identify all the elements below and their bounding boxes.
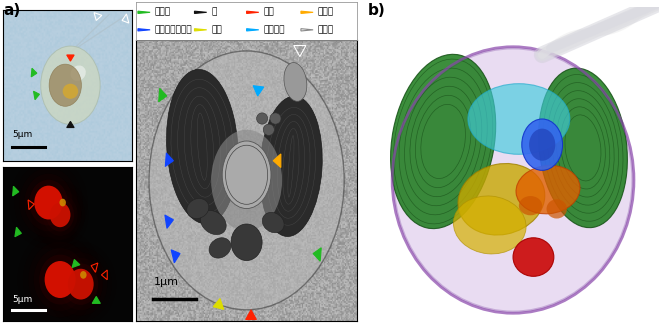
Polygon shape (67, 55, 74, 61)
Ellipse shape (34, 186, 63, 219)
Ellipse shape (44, 261, 75, 298)
Polygon shape (67, 121, 74, 127)
Ellipse shape (270, 113, 281, 124)
Ellipse shape (28, 242, 92, 317)
Ellipse shape (516, 166, 580, 214)
Polygon shape (246, 310, 256, 319)
Ellipse shape (71, 66, 86, 81)
Ellipse shape (64, 263, 98, 305)
Polygon shape (246, 11, 259, 14)
Ellipse shape (42, 194, 77, 236)
Ellipse shape (262, 213, 284, 233)
Ellipse shape (538, 68, 628, 228)
Polygon shape (213, 299, 224, 309)
Polygon shape (159, 88, 167, 102)
Ellipse shape (54, 253, 107, 316)
Ellipse shape (211, 130, 282, 231)
Ellipse shape (453, 196, 526, 254)
Ellipse shape (46, 198, 74, 231)
Ellipse shape (60, 199, 66, 207)
Ellipse shape (547, 199, 567, 218)
Ellipse shape (231, 224, 262, 260)
Polygon shape (34, 91, 40, 100)
Ellipse shape (149, 51, 344, 310)
Text: b): b) (367, 3, 385, 18)
Ellipse shape (187, 199, 209, 218)
Polygon shape (195, 11, 207, 14)
Text: 脂質: 脂質 (263, 8, 274, 17)
Polygon shape (195, 29, 207, 31)
Ellipse shape (263, 124, 274, 135)
Polygon shape (246, 29, 259, 31)
Ellipse shape (39, 255, 81, 305)
Ellipse shape (394, 48, 632, 312)
Ellipse shape (41, 46, 100, 124)
Ellipse shape (19, 168, 77, 237)
Text: 核: 核 (211, 8, 216, 17)
Ellipse shape (24, 174, 73, 231)
Ellipse shape (29, 180, 68, 225)
Ellipse shape (391, 54, 496, 229)
Ellipse shape (49, 64, 81, 106)
Ellipse shape (513, 238, 554, 276)
Text: 5μm: 5μm (13, 295, 32, 304)
Text: べん毛: べん毛 (318, 25, 334, 34)
Text: 1μm: 1μm (154, 277, 179, 287)
Ellipse shape (529, 129, 555, 161)
Polygon shape (301, 11, 313, 14)
Ellipse shape (284, 63, 307, 101)
Polygon shape (273, 154, 281, 167)
Text: 5μm: 5μm (13, 130, 32, 139)
Polygon shape (72, 260, 80, 267)
Ellipse shape (63, 84, 78, 99)
Polygon shape (15, 227, 21, 237)
Text: ゴルジ体: ゴルジ体 (263, 25, 285, 34)
Ellipse shape (458, 164, 545, 235)
Text: 葉緑体: 葉緑体 (154, 8, 171, 17)
Ellipse shape (167, 70, 238, 224)
Text: ミトコンドリア: ミトコンドリア (154, 25, 192, 34)
Ellipse shape (222, 141, 271, 209)
Text: 小胞体: 小胞体 (318, 8, 334, 17)
Ellipse shape (201, 211, 226, 235)
Ellipse shape (522, 119, 563, 170)
Ellipse shape (519, 196, 542, 215)
Polygon shape (138, 11, 150, 14)
Polygon shape (166, 153, 173, 166)
Ellipse shape (68, 269, 94, 300)
Ellipse shape (39, 190, 81, 240)
Ellipse shape (59, 258, 103, 310)
Ellipse shape (34, 248, 87, 311)
Polygon shape (313, 248, 321, 261)
Polygon shape (138, 29, 150, 31)
Text: 液胞: 液胞 (211, 25, 222, 34)
Polygon shape (165, 215, 173, 228)
Ellipse shape (80, 271, 87, 279)
Polygon shape (92, 297, 101, 304)
Ellipse shape (257, 113, 267, 124)
Ellipse shape (260, 96, 322, 236)
Polygon shape (31, 68, 37, 77)
Polygon shape (253, 86, 263, 96)
Ellipse shape (209, 238, 231, 258)
Polygon shape (13, 186, 19, 196)
Ellipse shape (468, 84, 570, 154)
Ellipse shape (50, 203, 70, 227)
Text: a): a) (3, 3, 21, 18)
Polygon shape (171, 250, 180, 263)
